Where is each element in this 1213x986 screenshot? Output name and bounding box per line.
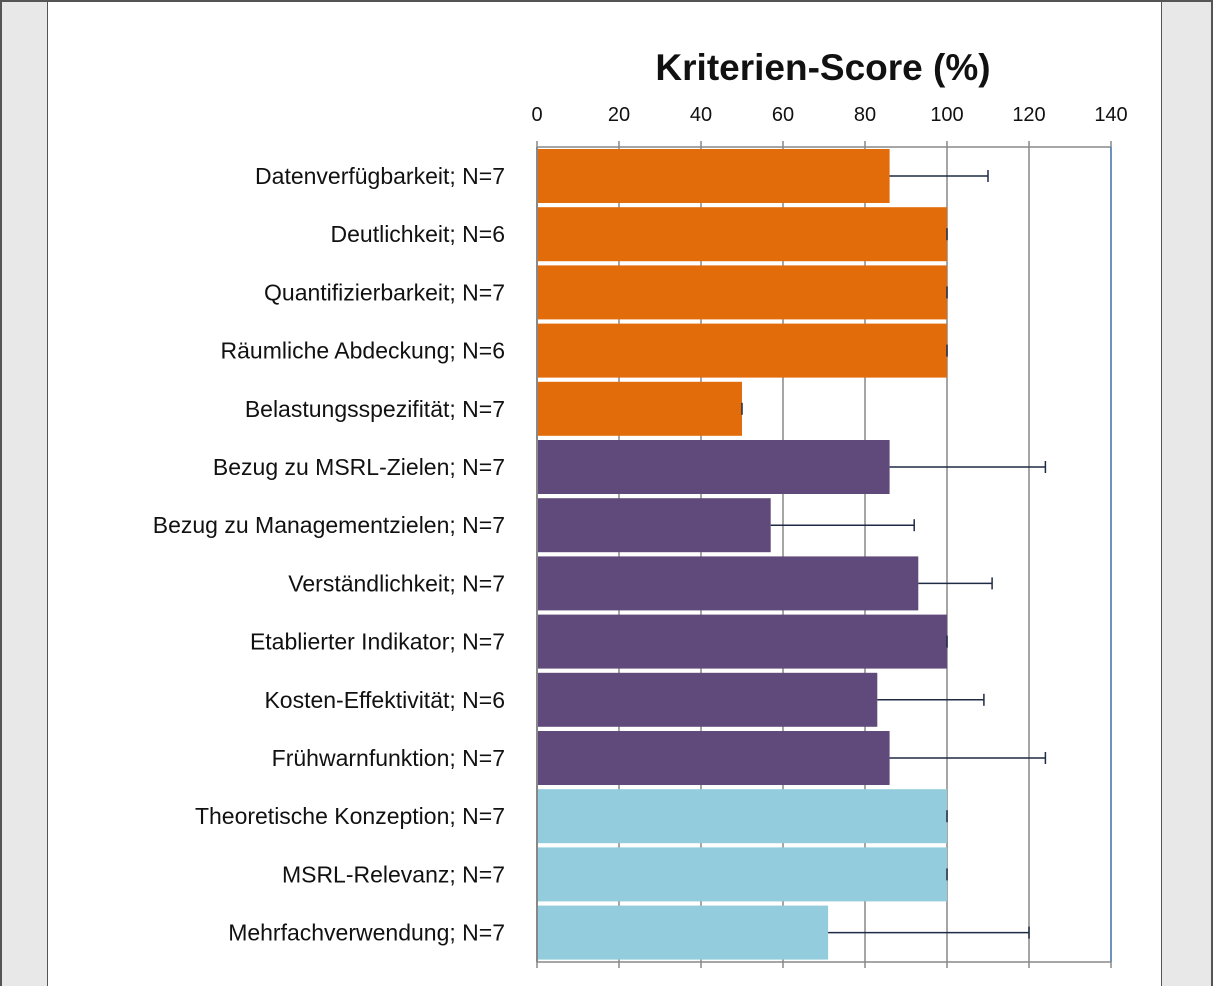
x-tick-label: 80: [854, 104, 876, 126]
bars: [537, 149, 947, 960]
bar: [537, 324, 947, 378]
category-label: Räumliche Abdeckung; N=6: [221, 338, 505, 364]
bar: [537, 149, 890, 203]
category-label: Deutlichkeit; N=6: [331, 221, 506, 247]
category-label: Datenverfügbarkeit; N=7: [255, 163, 505, 189]
bar: [537, 207, 947, 261]
x-tick-label: 20: [608, 104, 630, 126]
bar: [537, 789, 947, 843]
bar: [537, 615, 947, 669]
category-label: Bezug zu Managementzielen; N=7: [153, 512, 505, 538]
bar: [537, 847, 947, 901]
x-tick-label: 120: [1012, 104, 1045, 126]
x-tick-label: 140: [1094, 104, 1127, 126]
x-tick-label: 100: [930, 104, 963, 126]
bar: [537, 556, 918, 610]
chart-title: Kriterien-Score (%): [655, 47, 990, 88]
category-label: Verständlichkeit; N=7: [288, 570, 505, 596]
category-label: Kosten-Effektivität; N=6: [264, 687, 505, 713]
bar: [537, 906, 828, 960]
category-label: MSRL-Relevanz; N=7: [282, 861, 505, 887]
gridlines: [537, 141, 1111, 968]
x-tick-label: 40: [690, 104, 712, 126]
bar: [537, 440, 890, 494]
bar: [537, 382, 742, 436]
bar: [537, 731, 890, 785]
x-tick-label: 0: [531, 104, 542, 126]
bar: [537, 498, 771, 552]
category-label: Belastungsspezifität; N=7: [245, 396, 505, 422]
x-tick-label: 60: [772, 104, 794, 126]
x-axis-ticks: 0 20 40 60 80 100 120 140: [531, 104, 1127, 126]
category-label: Frühwarnfunktion; N=7: [272, 745, 505, 771]
category-label: Quantifizierbarkeit; N=7: [264, 279, 505, 305]
category-label: Etablierter Indikator; N=7: [250, 629, 505, 655]
category-labels: Datenverfügbarkeit; N=7 Deutlichkeit; N=6…: [153, 163, 505, 946]
bar: [537, 265, 947, 319]
category-label: Bezug zu MSRL-Zielen; N=7: [213, 454, 505, 480]
category-label: Theoretische Konzeption; N=7: [195, 803, 505, 829]
category-label: Mehrfachverwendung; N=7: [228, 920, 505, 946]
bar: [537, 673, 877, 727]
